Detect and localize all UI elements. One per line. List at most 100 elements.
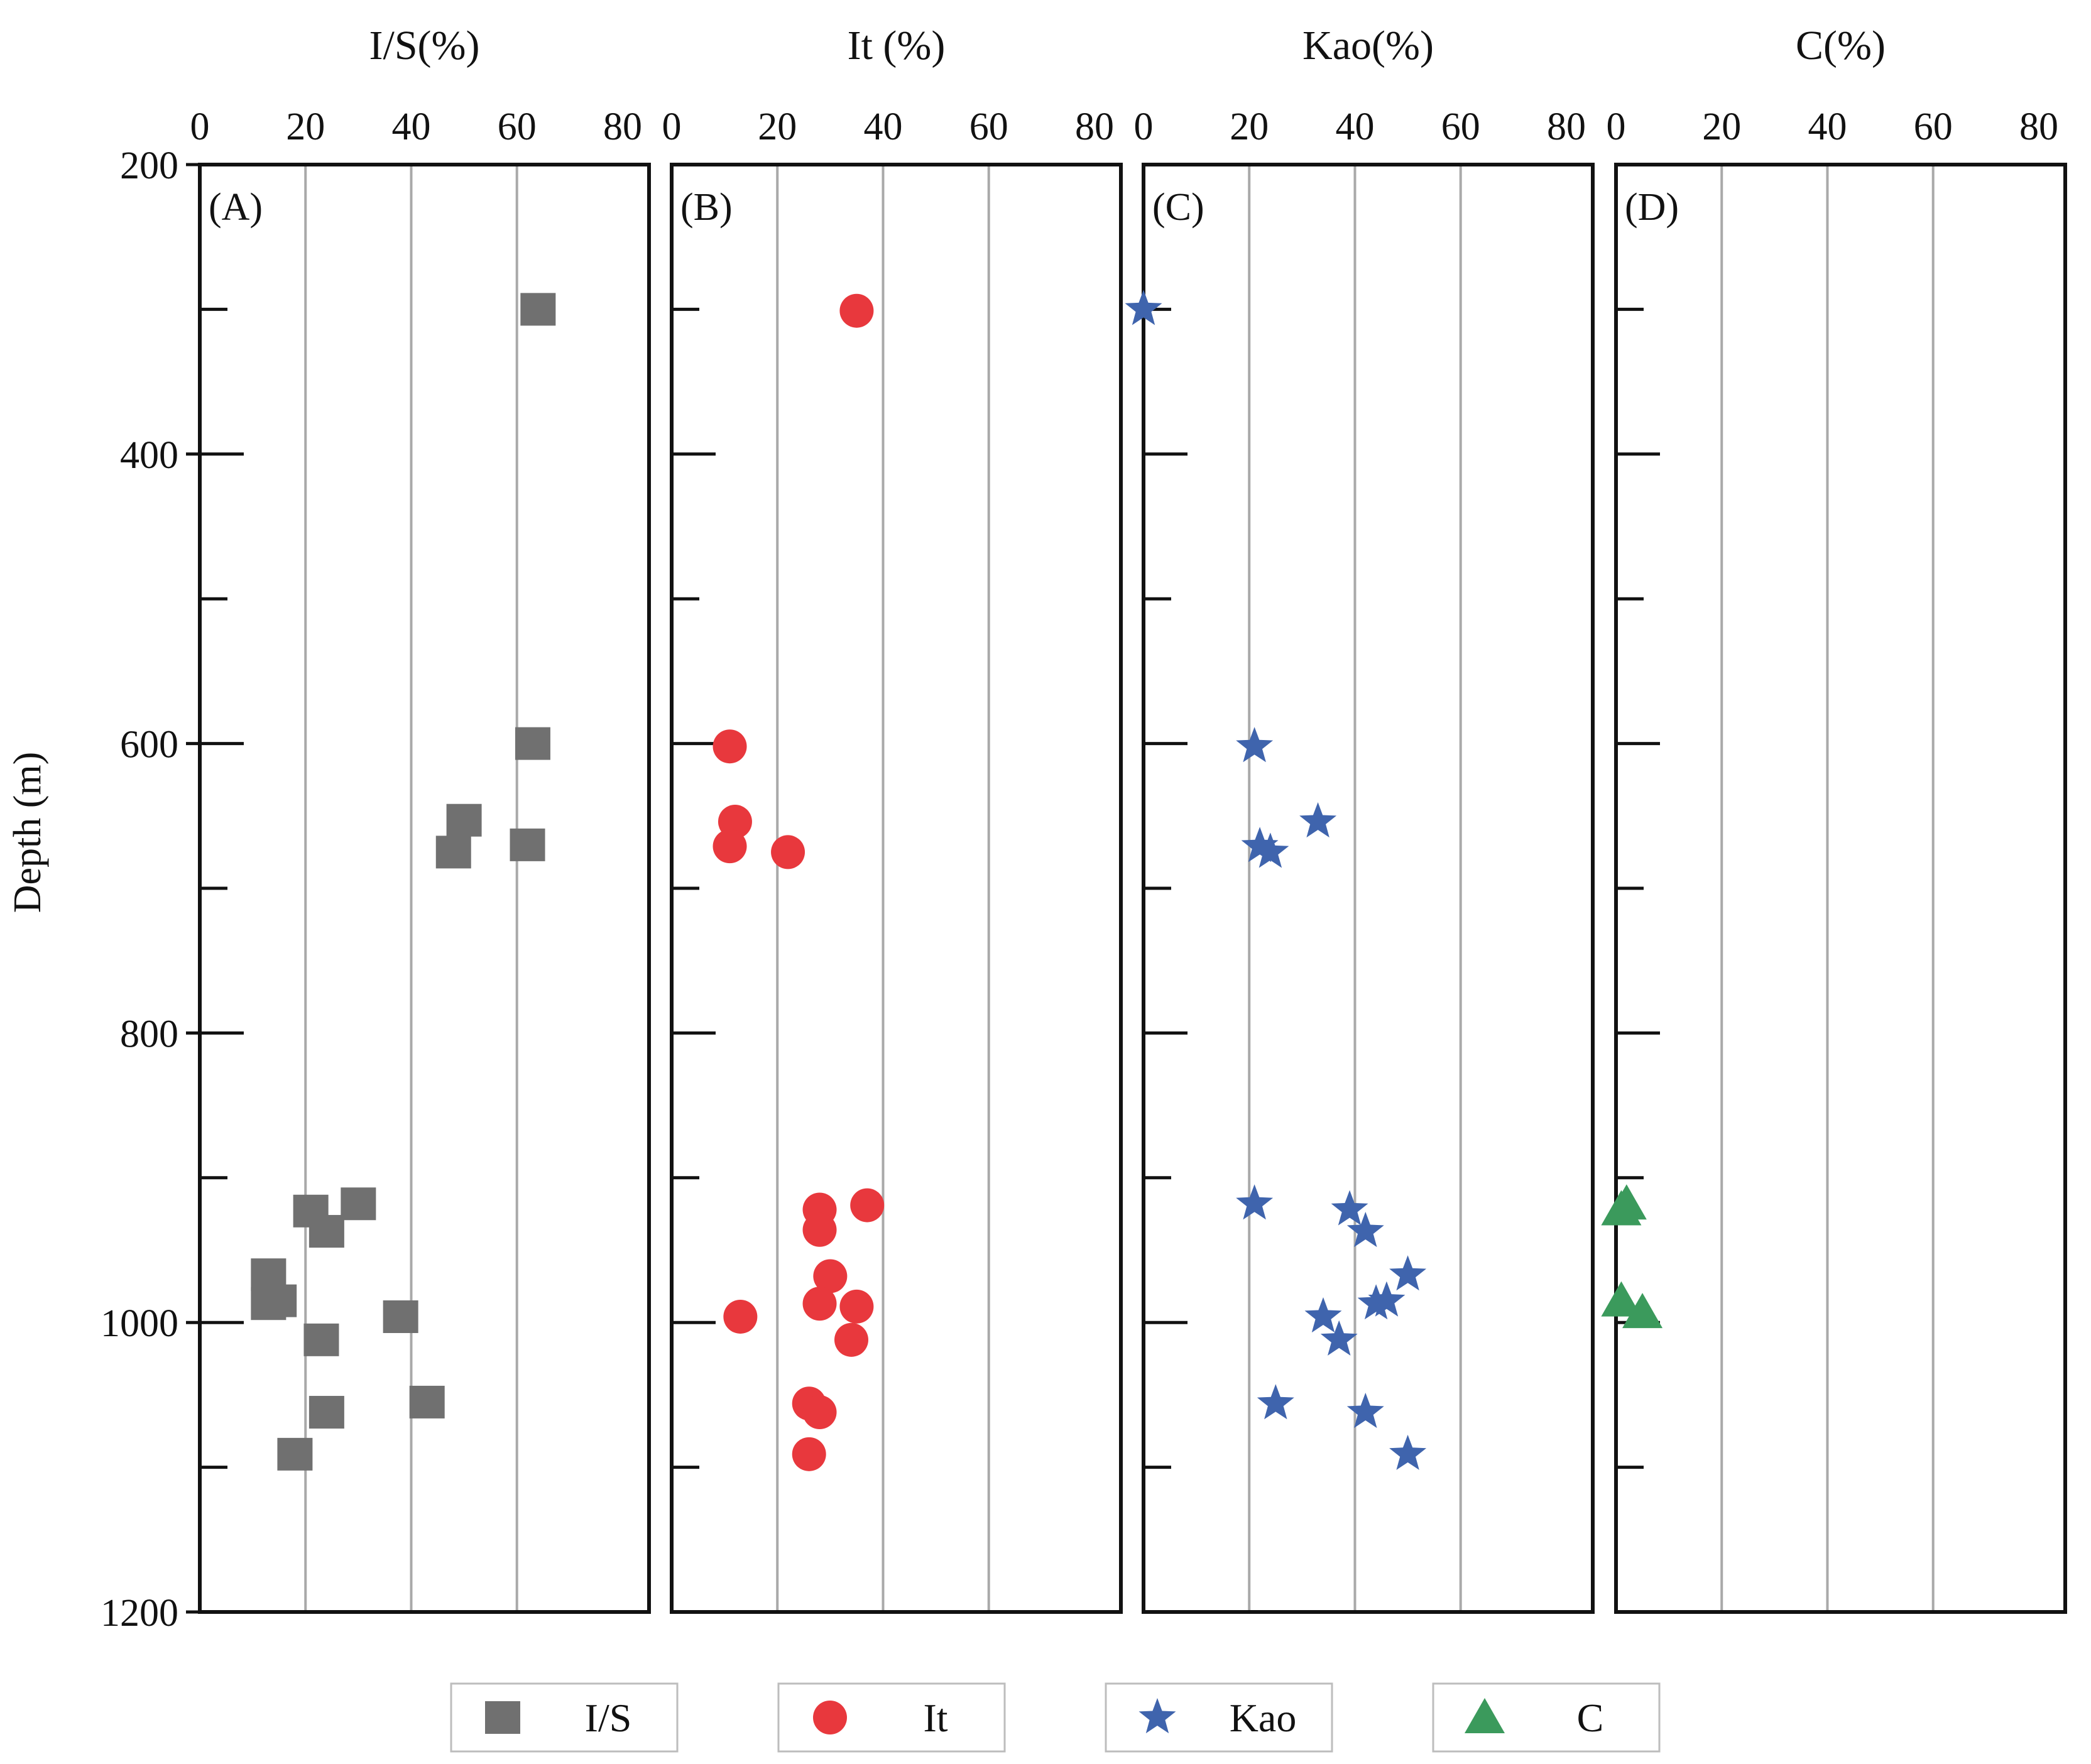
panel-title: I/S(%) <box>369 23 480 68</box>
data-point-c <box>1368 1281 1406 1317</box>
x-tick-label: 0 <box>1134 106 1154 148</box>
x-tick-label: 80 <box>1547 106 1586 148</box>
data-point-c <box>1389 1434 1427 1470</box>
panel-frame <box>670 163 1123 1614</box>
panel-frame <box>1142 163 1595 1614</box>
data-point-b <box>802 1212 837 1247</box>
x-tick-label: 40 <box>391 106 430 148</box>
data-point-a <box>446 803 482 837</box>
panel-label: (C) <box>1152 186 1204 229</box>
x-tick-label: 20 <box>758 106 797 148</box>
panel-a: I/S(%) 0 20 40 60 80 (A) <box>190 23 651 1614</box>
data-point-a <box>510 828 545 861</box>
y-tick-label: 1000 <box>101 1302 178 1345</box>
panel-d: C(%) 0 20 40 60 80 (D) <box>1601 23 2067 1614</box>
data-point-c <box>1252 832 1289 868</box>
data-point-c <box>1346 1393 1384 1429</box>
y-tick-label: 200 <box>120 144 178 187</box>
data-point-a <box>341 1187 376 1221</box>
data-point-b <box>771 835 805 869</box>
legend-box <box>1432 1682 1661 1753</box>
data-point-c <box>1299 802 1337 838</box>
data-point-b <box>802 1395 837 1430</box>
data-point-b <box>834 1322 868 1357</box>
panel-c: Kao(%) 0 20 40 60 80 (C) <box>1125 23 1595 1614</box>
x-tick-label: 20 <box>1230 106 1269 148</box>
x-tick-label: 0 <box>662 106 682 148</box>
data-point-a <box>308 1215 344 1248</box>
x-tick-label: 80 <box>603 106 642 148</box>
legend-box <box>777 1682 1006 1753</box>
legend: I/S It Kao C <box>450 1682 1661 1753</box>
y-tick-label: 400 <box>120 434 178 477</box>
data-point-a <box>435 836 471 869</box>
x-tick-label: 60 <box>969 106 1008 148</box>
data-point-d <box>1601 1190 1642 1226</box>
legend-entry-b: It <box>777 1682 1006 1753</box>
panel-title: C(%) <box>1796 23 1886 68</box>
data-point-a <box>303 1323 339 1356</box>
data-point-b <box>802 1287 837 1321</box>
data-point-b <box>712 829 747 864</box>
legend-label: C <box>1577 1696 1604 1740</box>
data-point-c <box>1125 290 1162 325</box>
data-point-c <box>1236 1184 1274 1220</box>
x-tick-label: 20 <box>1702 106 1741 148</box>
x-tick-label: 60 <box>498 106 537 148</box>
data-point-b <box>839 1289 874 1324</box>
data-point-a <box>520 293 556 326</box>
data-point-a <box>261 1284 297 1317</box>
data-point-a <box>277 1437 313 1471</box>
legend-label: I/S <box>585 1696 632 1740</box>
data-point-b <box>813 1259 848 1293</box>
x-tick-label: 40 <box>1808 106 1847 148</box>
legend-box <box>1105 1682 1333 1753</box>
data-point-a <box>308 1396 344 1429</box>
legend-marker-c <box>1138 1698 1176 1734</box>
data-point-c <box>1257 1384 1294 1420</box>
x-tick-label: 0 <box>190 106 210 148</box>
panel-label: (B) <box>680 186 733 229</box>
legend-label: Kao <box>1230 1696 1297 1740</box>
data-point-d <box>1622 1293 1663 1329</box>
panel-label: (A) <box>209 186 263 229</box>
depth-axis: 200 400 600 800 1000 1200 <box>101 144 200 1635</box>
panel-label: (D) <box>1625 186 1679 229</box>
y-tick-label: 800 <box>120 1013 178 1055</box>
x-tick-label: 60 <box>1441 106 1480 148</box>
legend-entry-c: Kao <box>1105 1682 1333 1753</box>
y-tick-label: 600 <box>120 724 178 766</box>
data-point-c <box>1236 727 1274 763</box>
panel-frame <box>1614 163 2067 1614</box>
data-point-c <box>1320 1320 1358 1356</box>
panel-title: It (%) <box>848 23 946 68</box>
legend-marker-d <box>1465 1698 1505 1733</box>
x-tick-label: 40 <box>863 106 902 148</box>
y-axis-label: Depth (m) <box>6 752 49 913</box>
x-tick-label: 80 <box>1075 106 1114 148</box>
data-point-c <box>1346 1212 1384 1248</box>
data-point-c <box>1389 1255 1427 1291</box>
x-tick-label: 60 <box>1914 106 1953 148</box>
data-point-c <box>1331 1190 1368 1226</box>
legend-label: It <box>923 1696 947 1740</box>
data-point-b <box>850 1188 885 1222</box>
legend-entry-d: C <box>1432 1682 1661 1753</box>
panels-group: I/S(%) 0 20 40 60 80 (A) It (%) 0 20 40 60 80 (B) Kao(… <box>190 23 2067 1614</box>
x-tick-label: 0 <box>1607 106 1626 148</box>
x-tick-label: 80 <box>2019 106 2058 148</box>
data-point-b <box>723 1299 758 1334</box>
x-tick-label: 40 <box>1335 106 1374 148</box>
data-point-a <box>383 1300 418 1333</box>
data-point-d <box>1601 1281 1642 1317</box>
legend-entry-a: I/S <box>450 1682 679 1753</box>
panel-title: Kao(%) <box>1302 23 1434 68</box>
legend-marker-b <box>813 1701 847 1734</box>
data-point-c <box>1304 1297 1342 1333</box>
data-point-a <box>409 1385 445 1418</box>
x-tick-label: 20 <box>286 106 325 148</box>
panel-frame <box>198 163 651 1614</box>
data-point-a <box>515 727 550 760</box>
data-point-b <box>712 729 747 764</box>
